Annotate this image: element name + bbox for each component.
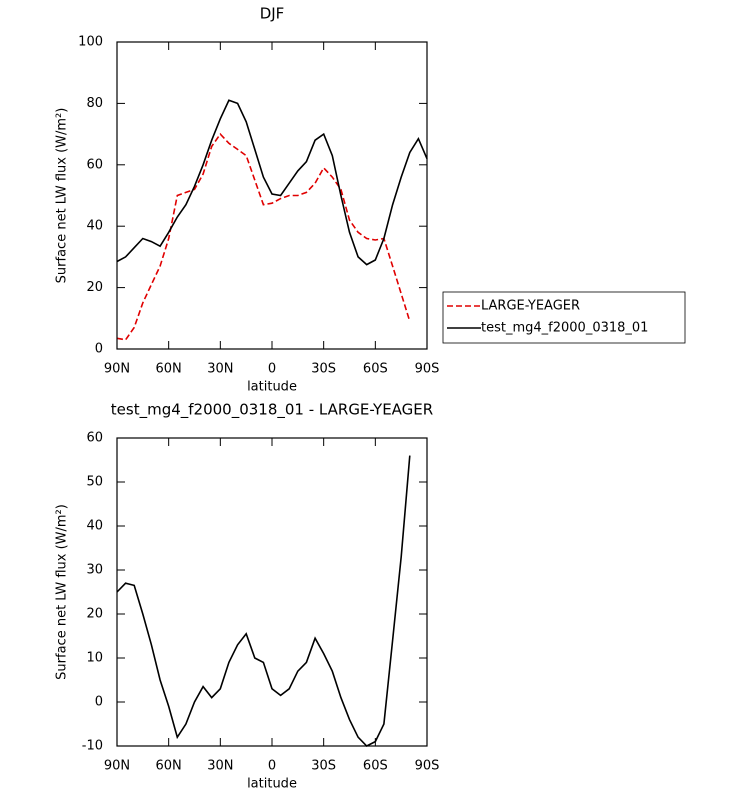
- x-tick-label: 60N: [156, 362, 182, 377]
- y-tick-label: -10: [82, 739, 103, 754]
- chart-title: test_mg4_f2000_0318_01 - LARGE-YEAGER: [111, 401, 433, 420]
- x-tick-label: 90N: [104, 362, 130, 377]
- x-tick-label: 60S: [363, 759, 388, 774]
- x-tick-label: 90S: [415, 362, 440, 377]
- plot-frame: [116, 437, 428, 747]
- y-axis-label: Surface net LW flux (W/m²): [55, 108, 70, 284]
- y-tick-label: 80: [86, 96, 103, 111]
- y-tick-label: 20: [86, 607, 103, 622]
- plot-frame: [116, 41, 428, 350]
- chart-title: DJF: [260, 5, 285, 23]
- x-tick-label: 90N: [104, 759, 130, 774]
- x-axis-label: latitude: [247, 380, 297, 395]
- x-tick-label: 0: [268, 362, 276, 377]
- y-tick-label: 30: [86, 563, 103, 578]
- legend-label: test_mg4_f2000_0318_01: [481, 321, 648, 336]
- x-tick-label: 60N: [156, 759, 182, 774]
- legend-label: LARGE-YEAGER: [481, 299, 580, 314]
- y-tick-label: 50: [86, 475, 103, 490]
- y-tick-label: 10: [86, 651, 103, 666]
- y-tick-label: 40: [86, 219, 103, 234]
- y-tick-label: 40: [86, 519, 103, 534]
- y-tick-label: 0: [95, 695, 103, 710]
- x-tick-label: 30S: [311, 759, 336, 774]
- x-tick-label: 90S: [415, 759, 440, 774]
- x-tick-label: 30S: [311, 362, 336, 377]
- x-tick-label: 0: [268, 759, 276, 774]
- y-tick-label: 60: [86, 157, 103, 172]
- y-axis-label: Surface net LW flux (W/m²): [55, 504, 70, 680]
- legend-box: [442, 291, 686, 344]
- x-tick-label: 30N: [207, 759, 233, 774]
- y-tick-label: 0: [95, 342, 103, 357]
- x-axis-label: latitude: [247, 777, 297, 792]
- y-tick-label: 60: [86, 431, 103, 446]
- x-tick-label: 60S: [363, 362, 388, 377]
- y-tick-label: 100: [78, 35, 103, 50]
- y-tick-label: 20: [86, 280, 103, 295]
- x-tick-label: 30N: [207, 362, 233, 377]
- data-line: [116, 132, 411, 341]
- data-line: [116, 455, 411, 747]
- data-line: [116, 99, 428, 266]
